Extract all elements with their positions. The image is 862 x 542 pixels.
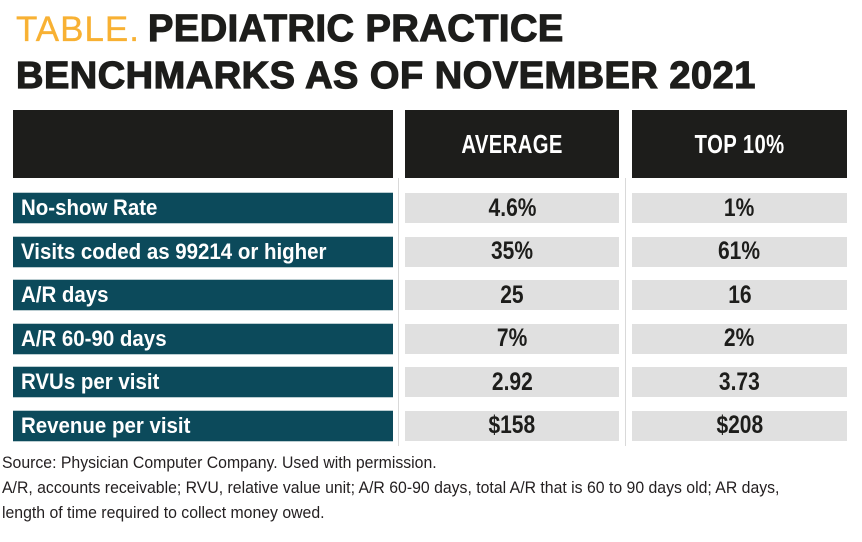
column-divider-line <box>625 178 626 446</box>
abbreviations-line-1: A/R, accounts receivable; RVU, relative … <box>2 478 780 497</box>
top10-value: 3.73 <box>632 367 847 397</box>
average-value: 4.6% <box>405 193 619 223</box>
column-gap <box>393 193 405 223</box>
benchmarks-table: AVERAGE TOP 10% No-show Rate 4.6% 1% Vis… <box>13 110 847 446</box>
header-cell-blank <box>13 110 393 178</box>
row-label: A/R 60-90 days <box>13 323 393 354</box>
column-gap <box>393 280 405 310</box>
header-cell-top10: TOP 10% <box>632 110 847 178</box>
top10-value: 1% <box>632 193 847 223</box>
column-gap <box>393 237 405 267</box>
figure-title-line2: BENCHMARKS AS OF NOVEMBER 2021 <box>15 54 756 97</box>
row-label: Revenue per visit <box>13 410 393 441</box>
abbreviations-line-2: length of time required to collect money… <box>2 503 325 522</box>
table-row-no-show-rate: No-show Rate 4.6% 1% <box>13 193 847 223</box>
table-row-rvus-per-visit: RVUs per visit 2.92 3.73 <box>13 367 847 397</box>
row-label: Visits coded as 99214 or higher <box>13 236 393 267</box>
source-line: Source: Physician Computer Company. Used… <box>2 453 437 472</box>
column-gap <box>393 367 405 397</box>
table-row-revenue-per-visit: Revenue per visit $158 $208 <box>13 410 847 441</box>
figure-title-line1: PEDIATRIC PRACTICE <box>147 7 564 50</box>
average-value: 35% <box>405 236 619 267</box>
row-label: A/R days <box>13 280 393 310</box>
column-divider-line <box>398 178 399 446</box>
column-gap <box>393 411 405 441</box>
row-label: RVUs per visit <box>13 367 393 397</box>
figure-title: TABLE. PEDIATRIC PRACTICE BENCHMARKS AS O… <box>15 6 856 99</box>
top10-value: 61% <box>632 236 847 267</box>
average-value: 25 <box>405 280 619 310</box>
top10-value: 2% <box>632 323 847 354</box>
average-value: 2.92 <box>405 367 619 397</box>
figure-footnote: Source: Physician Computer Company. Used… <box>2 450 862 525</box>
table-row-visits-coded: Visits coded as 99214 or higher 35% 61% <box>13 236 847 267</box>
table-header-row: AVERAGE TOP 10% <box>13 110 847 178</box>
column-gap <box>619 110 632 178</box>
table-row-ar-60-90-days: A/R 60-90 days 7% 2% <box>13 323 847 354</box>
column-gap <box>393 324 405 354</box>
row-label: No-show Rate <box>13 193 393 223</box>
average-value: 7% <box>405 323 619 354</box>
average-value: $158 <box>405 410 619 441</box>
header-cell-average: AVERAGE <box>405 110 619 178</box>
figure-title-kicker: TABLE. <box>16 10 141 49</box>
table-row-ar-days: A/R days 25 16 <box>13 280 847 310</box>
top10-value: 16 <box>632 280 847 310</box>
top10-value: $208 <box>632 410 847 441</box>
column-gap <box>393 110 405 178</box>
